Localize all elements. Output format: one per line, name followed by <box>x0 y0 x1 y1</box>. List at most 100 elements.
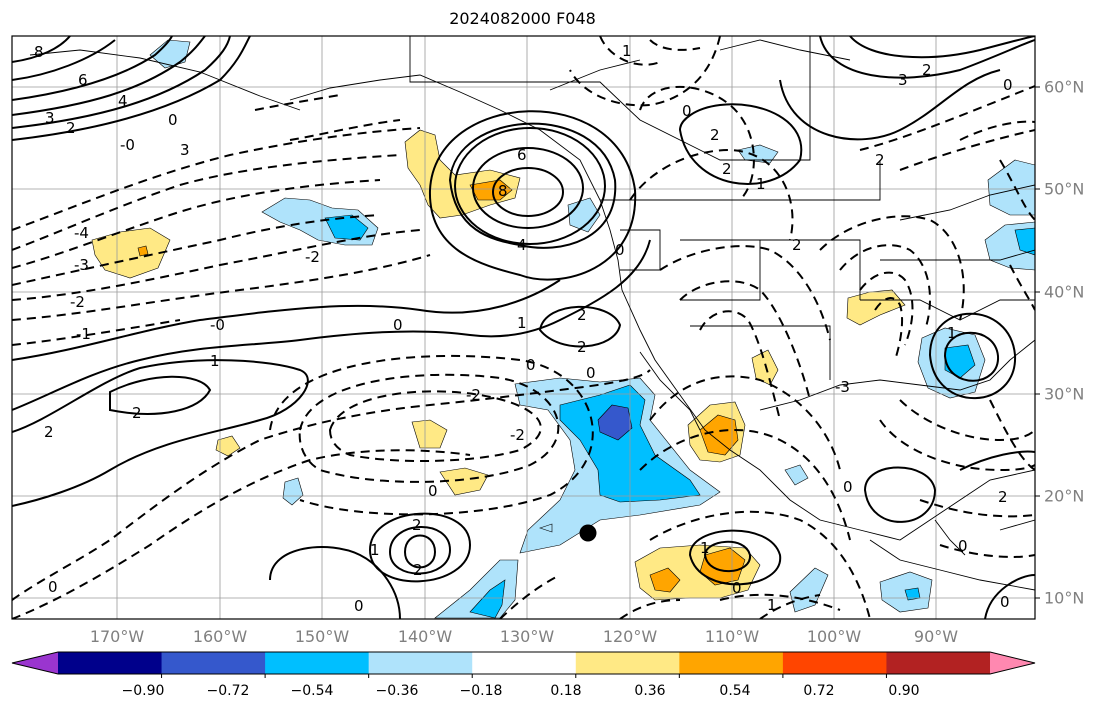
colorbar-segment <box>265 652 370 674</box>
svg-text:2: 2 <box>132 404 142 422</box>
svg-text:-2: -2 <box>466 386 481 404</box>
lon-label: 90°W <box>913 627 959 646</box>
svg-text:8: 8 <box>34 43 44 61</box>
shade-blue-ne3 <box>1014 227 1035 256</box>
svg-text:4: 4 <box>118 92 128 110</box>
svg-text:-3: -3 <box>74 256 89 274</box>
svg-text:0: 0 <box>843 478 853 496</box>
shade-blue-midpac-core <box>324 214 369 241</box>
contours <box>12 36 1035 619</box>
colorbar-tick-label: 0.18 <box>550 683 582 699</box>
svg-text:1: 1 <box>767 596 777 614</box>
shade-darkblue-core <box>597 404 633 441</box>
svg-text:2: 2 <box>998 488 1008 506</box>
colorbar-tick-label: −0.18 <box>459 683 503 699</box>
svg-text:2: 2 <box>44 423 54 441</box>
svg-text:0: 0 <box>682 102 692 120</box>
lon-label: 130°W <box>499 627 555 646</box>
shade-orange-pacific-low <box>649 567 681 593</box>
lat-ticks <box>1035 86 1040 599</box>
shade-blue-gulfmex-core <box>944 344 976 379</box>
shade-yellow-small1 <box>411 419 448 449</box>
svg-text:2: 2 <box>922 61 932 79</box>
colorbar-segment <box>782 652 887 674</box>
svg-text:0: 0 <box>393 316 403 334</box>
colorbar-tick-label: 0.72 <box>803 683 835 699</box>
svg-text:1: 1 <box>756 175 766 193</box>
svg-text:2: 2 <box>577 338 587 356</box>
svg-text:1: 1 <box>622 42 632 60</box>
svg-text:0: 0 <box>1000 593 1010 611</box>
colorbar <box>11 651 1036 678</box>
svg-text:-0: -0 <box>210 316 225 334</box>
svg-text:0: 0 <box>354 597 364 615</box>
colorbar-segment <box>161 652 266 674</box>
svg-text:-2: -2 <box>305 248 320 266</box>
svg-text:2: 2 <box>412 516 422 534</box>
shade-blue-east2 <box>789 567 829 613</box>
svg-text:-3: -3 <box>835 378 850 396</box>
svg-text:3: 3 <box>180 141 190 159</box>
lon-label: 110°W <box>704 627 760 646</box>
shade-blue-tiny1 <box>539 523 553 533</box>
colorbar-tick-label: −0.90 <box>121 683 165 699</box>
colorbar-tick-label: 0.54 <box>719 683 751 699</box>
svg-text:0: 0 <box>428 482 438 500</box>
svg-text:-0: -0 <box>120 136 135 154</box>
colorbar-segment <box>368 652 473 674</box>
shade-yellow-small2 <box>439 467 489 496</box>
svg-text:2: 2 <box>710 126 720 144</box>
svg-text:0: 0 <box>1003 76 1013 94</box>
svg-text:0: 0 <box>615 241 625 259</box>
lon-label: 120°W <box>602 627 658 646</box>
svg-text:2: 2 <box>875 151 885 169</box>
colorbar-segment <box>575 652 680 674</box>
shade-yellow-small3 <box>215 435 241 457</box>
lat-label: 10°N <box>1044 588 1085 608</box>
colorbar-tick-label: −0.72 <box>206 683 250 699</box>
lat-label: 20°N <box>1044 486 1085 506</box>
svg-text:-2: -2 <box>510 426 525 444</box>
colorbar-tick-label: −0.54 <box>290 683 334 699</box>
svg-text:1: 1 <box>370 541 380 559</box>
svg-text:1: 1 <box>700 539 710 557</box>
colorbar-tick-label: 0.90 <box>888 683 920 699</box>
figure-title: 2024082000 F048 <box>449 9 596 28</box>
location-marker <box>579 524 597 542</box>
shade-yellow-mex <box>751 349 779 386</box>
svg-text:3: 3 <box>45 109 55 127</box>
svg-text:1: 1 <box>517 314 527 332</box>
lon-label: 170°W <box>89 627 145 646</box>
colorbar-tick-label: −0.36 <box>375 683 419 699</box>
colorbar-segment <box>58 652 163 674</box>
colorbar-extend-max <box>990 652 1035 674</box>
shade-blue-canada <box>737 144 779 164</box>
colorbar-segment <box>472 652 577 674</box>
shade-orange-baja <box>699 414 739 456</box>
contour-labels: 8 6 4 3 2 -0 0 3 -4 -3 -2 -1 -0 0 1 2 2 … <box>34 42 1013 615</box>
svg-text:1: 1 <box>210 352 220 370</box>
lon-label: 150°W <box>294 627 350 646</box>
svg-text:3: 3 <box>898 71 908 89</box>
contours-dashed <box>12 36 1035 619</box>
lat-label: 30°N <box>1044 384 1085 404</box>
map-frame-bg <box>12 36 1035 619</box>
shade-orange-west <box>137 245 149 257</box>
lon-label: 140°W <box>397 627 453 646</box>
svg-text:-2: -2 <box>70 293 85 311</box>
lon-label: 160°W <box>192 627 248 646</box>
svg-text:4: 4 <box>517 236 527 254</box>
svg-text:0: 0 <box>958 537 968 555</box>
svg-text:-1: -1 <box>76 325 91 343</box>
map-border <box>11 35 1036 620</box>
svg-text:-4: -4 <box>74 224 89 242</box>
shade-blue-east1 <box>784 464 809 486</box>
svg-text:2: 2 <box>722 160 732 178</box>
colorbar-segment <box>886 652 991 674</box>
svg-text:0: 0 <box>526 356 536 374</box>
shade-orange-gulf <box>469 179 513 201</box>
svg-text:8: 8 <box>498 182 508 200</box>
colorbar-tick-label: 0.36 <box>634 683 666 699</box>
